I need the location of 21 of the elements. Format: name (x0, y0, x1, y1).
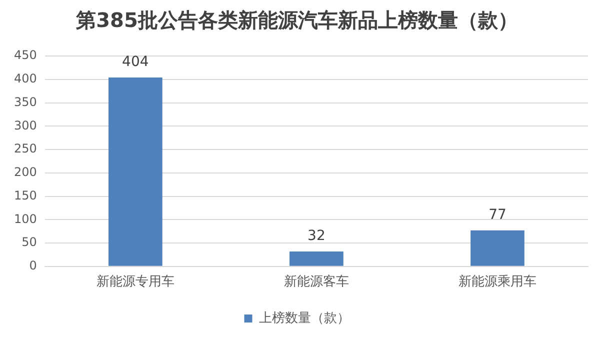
y-tick-label: 100 (14, 212, 37, 226)
x-tick-label: 新能源专用车 (96, 274, 174, 290)
bar (108, 78, 162, 266)
y-tick-label: 250 (14, 142, 37, 156)
bar (470, 230, 524, 266)
data-label: 404 (122, 54, 149, 70)
x-tick-label: 新能源客车 (284, 274, 349, 290)
y-tick-label: 300 (14, 118, 37, 132)
legend-label: 上榜数量（款） (258, 310, 350, 326)
y-tick-label: 50 (22, 235, 37, 250)
x-tick-label: 新能源乘用车 (458, 274, 536, 290)
y-tick-label: 350 (14, 94, 37, 109)
y-tick-label: 450 (14, 48, 37, 62)
bar (290, 251, 344, 266)
y-tick-label: 0 (29, 258, 37, 273)
y-tick-label: 150 (14, 188, 37, 202)
data-label: 77 (488, 207, 506, 224)
y-tick-label: 200 (14, 165, 37, 180)
data-label: 32 (308, 228, 326, 244)
chart-title: 第385批公告各类新能源汽车新品上榜数量（款） (75, 8, 518, 32)
y-tick-label: 400 (14, 72, 37, 86)
